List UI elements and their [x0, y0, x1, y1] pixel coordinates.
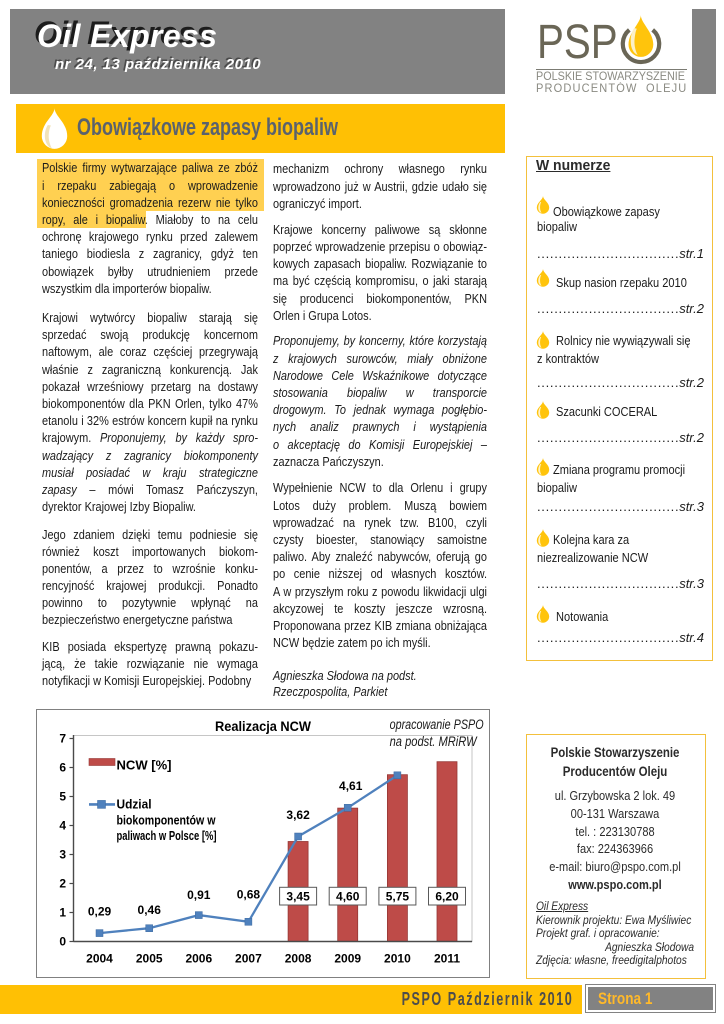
svg-text:paliwach w Polsce [%]: paliwach w Polsce [%]: [117, 829, 217, 843]
svg-text:Realizacja NCW: Realizacja NCW: [215, 719, 311, 734]
svg-text:5: 5: [59, 790, 66, 804]
svg-text:6: 6: [59, 761, 66, 775]
svg-text:5,75: 5,75: [386, 889, 410, 903]
svg-text:2010: 2010: [384, 952, 411, 966]
svg-text:2005: 2005: [136, 952, 163, 966]
svg-text:opracowanie PSPO: opracowanie PSPO: [390, 717, 484, 732]
svg-text:2: 2: [59, 877, 66, 891]
svg-text:2008: 2008: [285, 952, 312, 966]
svg-text:0,29: 0,29: [88, 905, 112, 919]
svg-text:6,20: 6,20: [435, 889, 459, 903]
svg-text:0,68: 0,68: [237, 888, 261, 902]
svg-text:2004: 2004: [86, 952, 113, 966]
svg-text:3,62: 3,62: [286, 808, 310, 822]
svg-text:Udzial: Udzial: [117, 797, 152, 811]
svg-text:2011: 2011: [434, 952, 460, 966]
svg-text:2007: 2007: [235, 952, 262, 966]
svg-text:4: 4: [59, 819, 66, 833]
svg-text:na podst. MRiRW: na podst. MRiRW: [390, 734, 478, 749]
svg-text:2009: 2009: [334, 952, 361, 966]
svg-text:4,61: 4,61: [339, 779, 363, 793]
svg-text:0,46: 0,46: [138, 903, 162, 917]
svg-text:biokomponentów w: biokomponentów w: [117, 814, 216, 828]
svg-text:7: 7: [59, 732, 66, 746]
svg-text:3: 3: [59, 848, 66, 862]
svg-text:0: 0: [59, 935, 66, 949]
svg-text:4,60: 4,60: [336, 889, 360, 903]
svg-text:0,91: 0,91: [187, 888, 211, 902]
svg-text:NCW [%]: NCW [%]: [117, 759, 172, 773]
svg-text:1: 1: [59, 906, 66, 920]
svg-text:2006: 2006: [185, 952, 212, 966]
svg-text:3,45: 3,45: [286, 889, 310, 903]
